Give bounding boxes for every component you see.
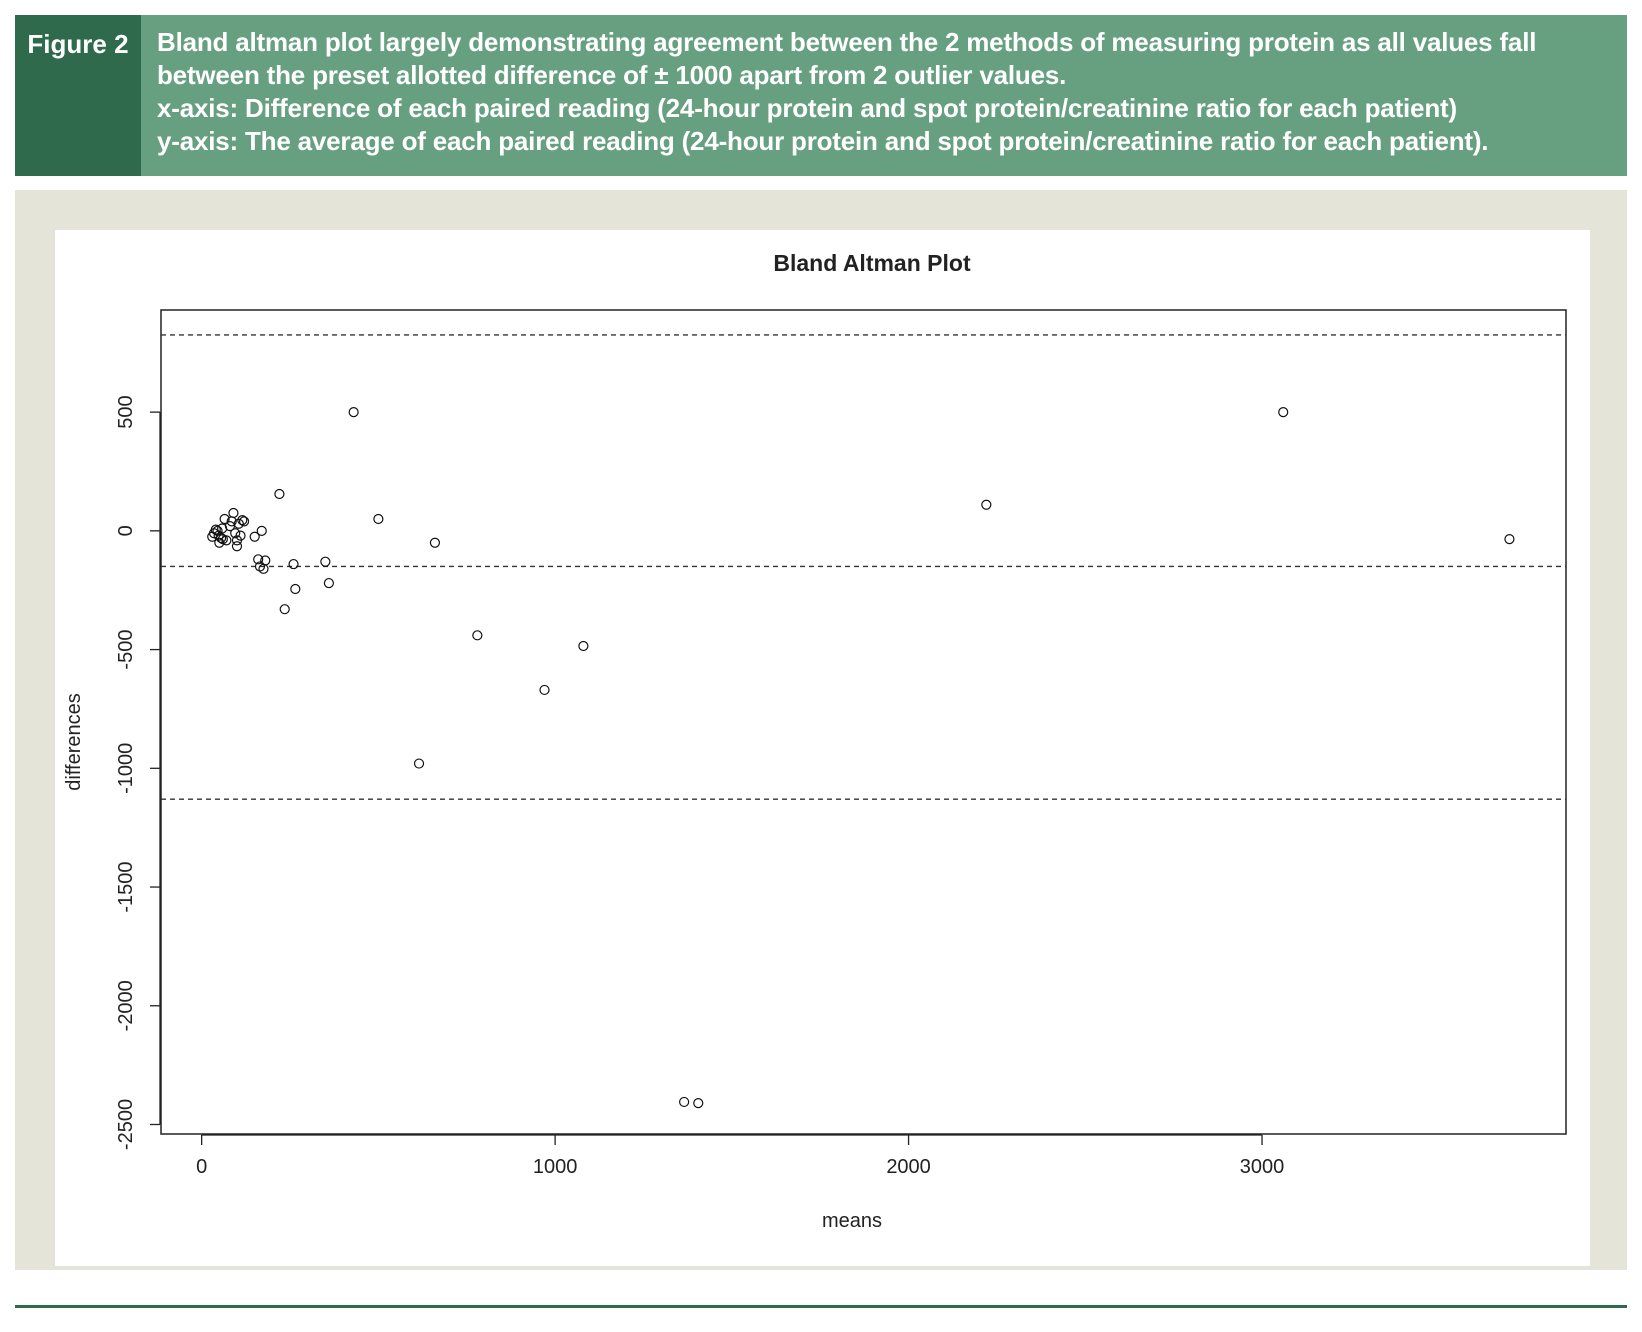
data-point — [210, 524, 221, 535]
data-point — [288, 558, 299, 570]
data-point — [231, 541, 243, 552]
data-point — [1278, 407, 1289, 418]
x-tick-label: 2000 — [886, 1156, 931, 1178]
data-point — [578, 640, 589, 652]
data-point — [230, 528, 241, 539]
data-point — [221, 535, 232, 546]
data-point — [249, 531, 260, 542]
bland-altman-chart: Bland Altman Plot 0 1000 2000 3000 500 0 -500… — [63, 250, 1567, 1232]
data-point — [348, 407, 359, 418]
y-tick-label: -1500 — [115, 861, 137, 912]
y-tick-label: -500 — [115, 630, 137, 670]
chart-title: Bland Altman Plot — [773, 250, 971, 276]
data-point — [219, 513, 230, 525]
y-tick-label: 0 — [115, 525, 137, 536]
data-point — [214, 537, 225, 548]
x-tick-label: 3000 — [1240, 1156, 1285, 1178]
caption-line: Bland altman plot largely demonstrating … — [157, 27, 1537, 57]
y-tick-label: 500 — [115, 395, 137, 428]
data-point — [693, 1098, 704, 1109]
data-point — [290, 583, 301, 595]
x-tick-label: 1000 — [533, 1156, 578, 1178]
data-point — [279, 604, 290, 615]
data-point — [320, 556, 331, 567]
x-tick-label: 0 — [196, 1156, 207, 1178]
data-point — [413, 758, 425, 769]
data-point — [233, 518, 244, 529]
caption-line: y-axis: The average of each paired readi… — [157, 126, 1489, 156]
figure-caption: Bland altman plot largely demonstrating … — [141, 15, 1627, 176]
data-point — [217, 523, 228, 534]
y-tick-label: -1000 — [115, 743, 137, 794]
data-point — [429, 537, 441, 548]
y-axis: 500 0 -500 -1000 -1500 -2000 -2500 — [115, 395, 161, 1150]
data-point — [679, 1096, 690, 1108]
reference-lines — [161, 334, 1566, 800]
data-point — [323, 577, 334, 589]
data-point — [373, 513, 384, 525]
data-point — [238, 516, 250, 527]
plot-panel: Bland Altman Plot 0 1000 2000 3000 500 0 -500… — [55, 230, 1590, 1266]
data-point — [472, 630, 483, 641]
data-point — [981, 499, 992, 510]
data-point — [235, 530, 246, 541]
data-point — [1504, 534, 1515, 545]
bottom-rule — [15, 1305, 1627, 1308]
data-point — [274, 488, 285, 500]
y-tick-label: -2500 — [115, 1099, 137, 1150]
data-point — [237, 515, 248, 526]
data-point — [215, 532, 227, 544]
figure-header: Figure 2 Bland altman plot largely demon… — [15, 15, 1627, 176]
data-point — [256, 525, 267, 536]
data-point — [260, 555, 271, 566]
y-tick-label: -2000 — [115, 980, 137, 1031]
x-axis-label: means — [822, 1210, 882, 1232]
data-point — [228, 507, 239, 519]
caption-line: between the preset allotted difference o… — [157, 60, 1067, 90]
data-point — [253, 554, 264, 565]
plot-frame: Bland Altman Plot 0 1000 2000 3000 500 0 -500… — [15, 190, 1627, 1270]
y-axis-label: differences — [63, 693, 85, 790]
data-points — [207, 407, 1515, 1109]
figure-label: Figure 2 — [15, 15, 141, 176]
plot-area-border — [160, 309, 1567, 1135]
x-axis: 0 1000 2000 3000 — [196, 1134, 1285, 1178]
data-point — [539, 684, 550, 696]
caption-line: x-axis: Difference of each paired readin… — [157, 93, 1457, 123]
